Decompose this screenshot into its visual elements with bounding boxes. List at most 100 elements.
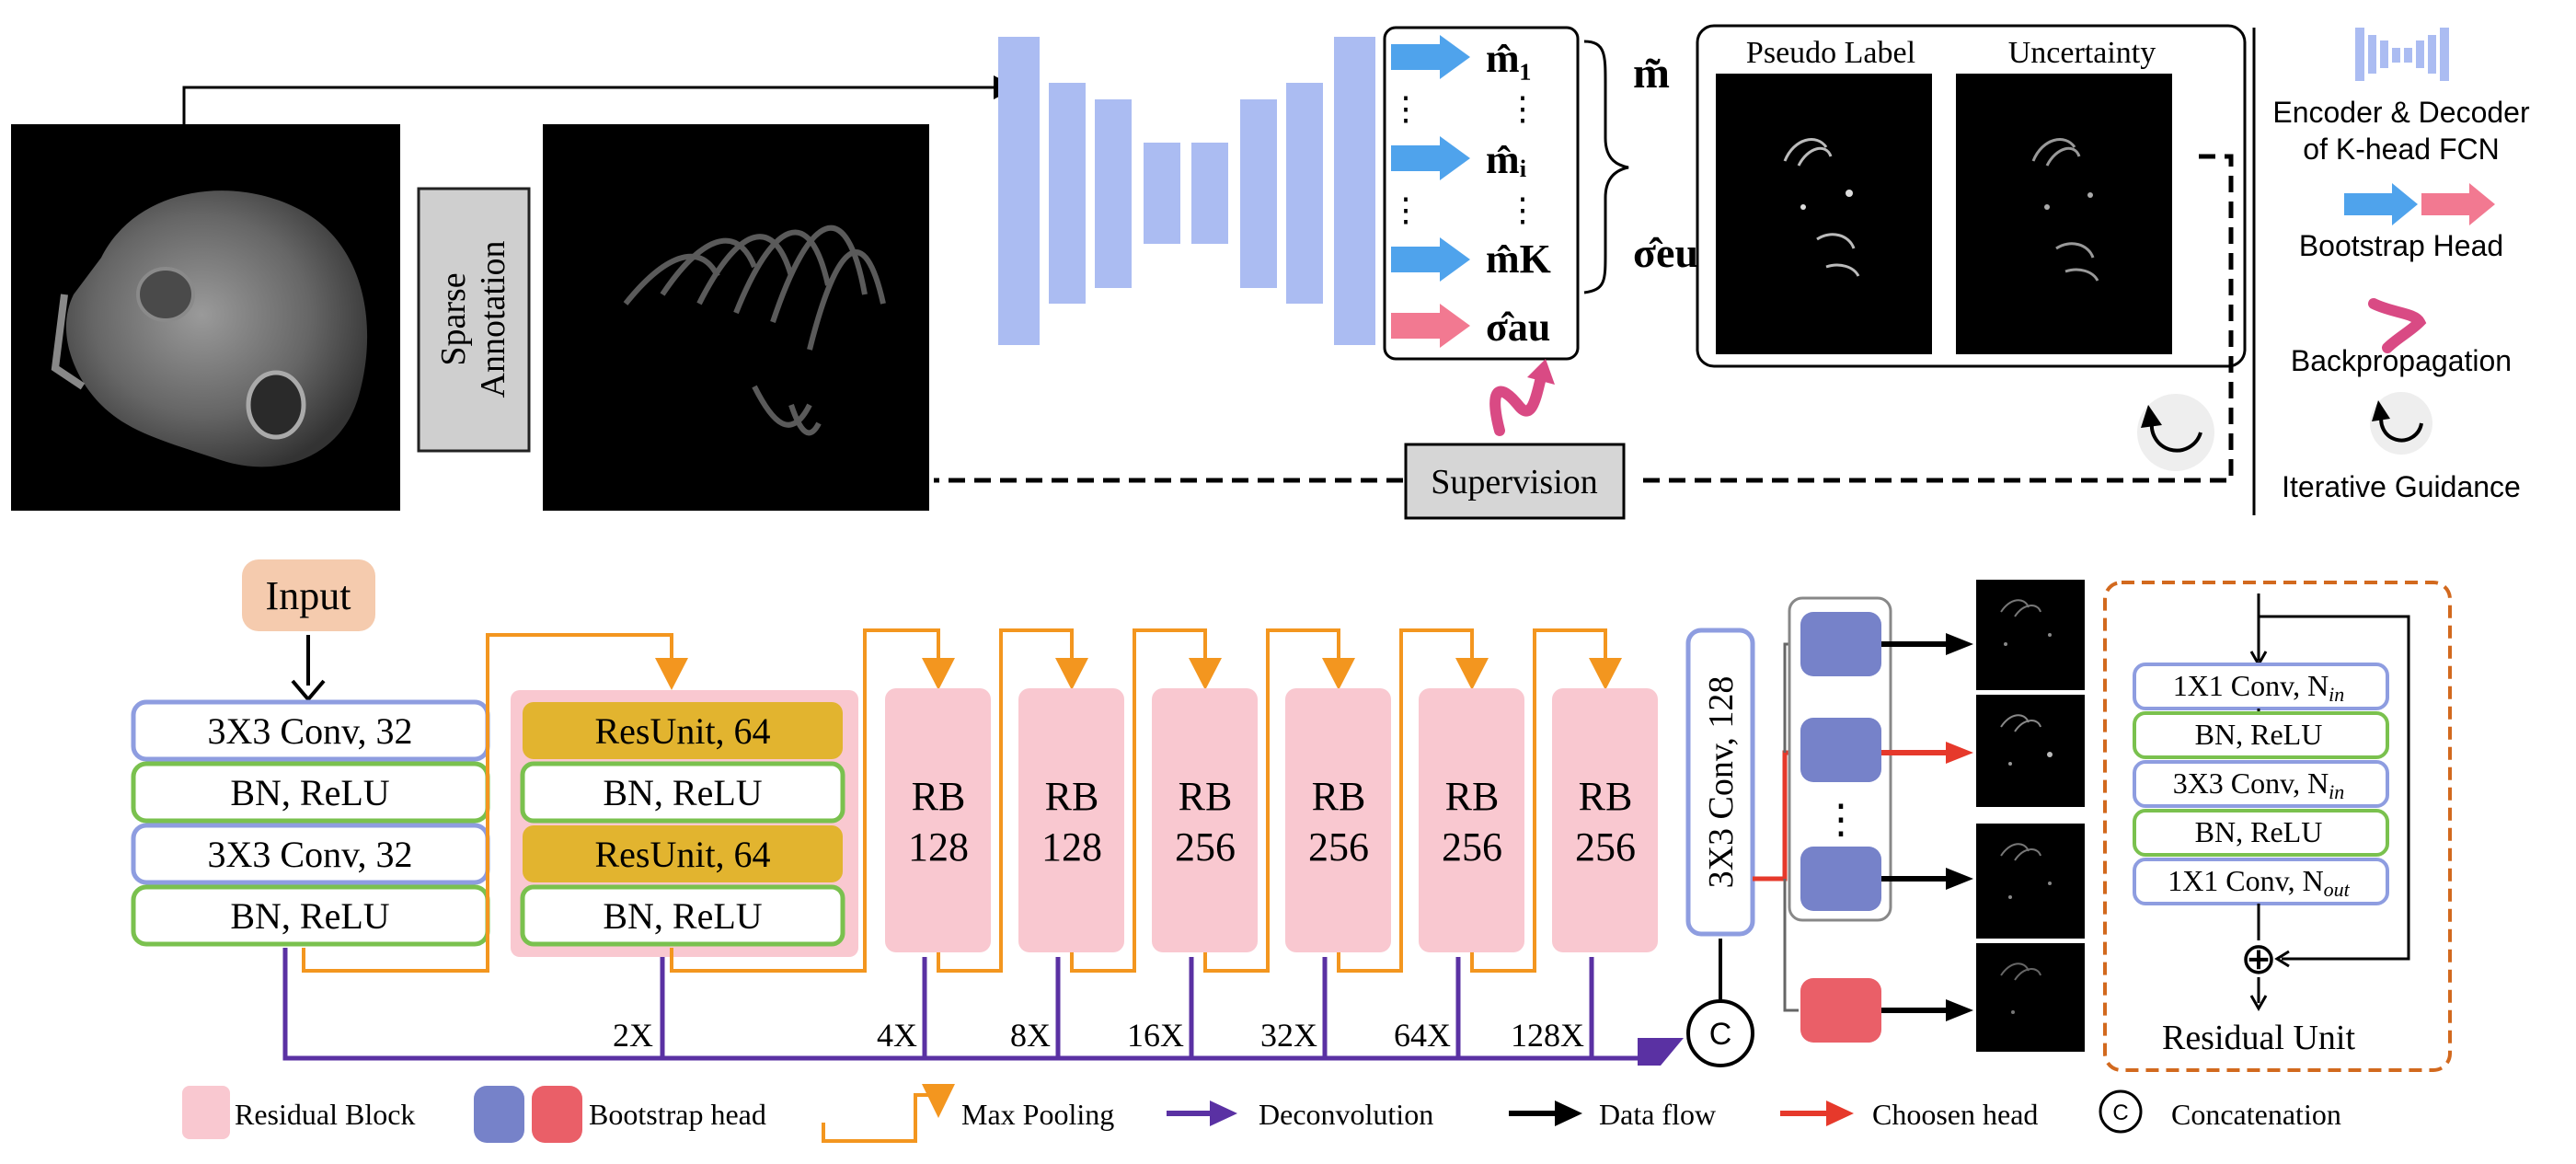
legend-bootstrap-head: Bootstrap Head: [2299, 229, 2503, 262]
concatenation-node: C: [1686, 999, 1754, 1067]
final-conv-label: 3X3 Conv, 128: [1702, 676, 1741, 889]
head-output-k: [1976, 824, 2085, 939]
rb-3-name: RB: [1179, 774, 1233, 819]
ru-title: Residual Unit: [2162, 1019, 2355, 1057]
supervision-label: Supervision: [1431, 463, 1598, 501]
legend-dataflow-arrow: [1555, 1101, 1582, 1126]
stem-bn1-label: BN, ReLU: [230, 772, 389, 813]
ru-bn1: BN, ReLU: [2195, 718, 2323, 751]
legend-residual-block-swatch: [182, 1086, 230, 1139]
head-output-images: [1976, 580, 2085, 1052]
input-to-encoder-arrow: [182, 75, 1017, 124]
legend-residual-block: Residual Block: [235, 1098, 415, 1131]
rb-5-name: RB: [1445, 774, 1500, 819]
legend-backpropagation: Backpropagation: [2291, 344, 2512, 377]
encoder-decoder-icon: [2355, 28, 2449, 81]
ru-conv1: 1X1 Conv, Nin: [2173, 669, 2345, 706]
legend-iterative-guidance: Iterative Guidance: [2282, 470, 2521, 503]
bootstrap-head-arrow-k: [1391, 237, 1470, 282]
sparse-annotation-label-line1: Sparse: [434, 272, 473, 365]
m1-label: m̂₁: [1486, 36, 1532, 81]
rb-4-ch: 256: [1308, 824, 1369, 870]
ru-conv1-text: 1X1 Conv, N: [2173, 669, 2329, 702]
scale-16x: 16X: [1127, 1017, 1184, 1054]
scale-2x: 2X: [613, 1017, 653, 1054]
rb-block-4: RB 256: [1285, 688, 1391, 952]
legend-bootstrap-head-text: Bootstrap head: [589, 1098, 766, 1131]
encoder-decoder: [998, 37, 1375, 345]
rb-6-ch: 256: [1575, 824, 1636, 870]
bootstrap-heads-group: ⋮: [1788, 596, 1892, 1043]
input-ct-image: [11, 124, 400, 511]
vdots-right-1: ⋮: [1506, 90, 1539, 127]
vdots-left-1: ⋮: [1389, 90, 1422, 127]
vdots-left-2: ⋮: [1389, 191, 1422, 228]
vdots-right-2: ⋮: [1506, 191, 1539, 228]
sparse-annotation-box: Sparse Annotation: [417, 187, 531, 453]
legend-max-pooling: Max Pooling: [961, 1098, 1114, 1131]
feedback-dashed-line: [934, 154, 2234, 483]
legend-concat-symbol: C: [2112, 1101, 2128, 1125]
legend-chosen-head: Choosen head: [1872, 1098, 2038, 1131]
scale-8x: 8X: [1010, 1017, 1051, 1054]
head-output-1: [1976, 580, 2085, 690]
residual-unit-box: 1X1 Conv, Nin BN, ReLU 3X3 Conv, Nin BN,…: [2103, 581, 2452, 1072]
legend-maxpool-line: [822, 1093, 938, 1143]
ru-conv3: 1X1 Conv, Nout: [2168, 864, 2350, 901]
ru-conv3-text: 1X1 Conv, N: [2168, 864, 2323, 897]
rb-block-6: RB 256: [1552, 688, 1658, 952]
bootstrap-head-arrow-1: [1391, 35, 1470, 79]
rb-block-5: RB 256: [1419, 688, 1524, 952]
legend-bootstrap-blue-swatch: [474, 1086, 524, 1143]
pseudo-label-panel: Pseudo Label Uncertainty: [1696, 24, 2247, 368]
resunit-group: ResUnit, 64 BN, ReLU ResUnit, 64 BN, ReL…: [511, 690, 858, 957]
sparse-annotation-label-line2: Annotation: [474, 241, 512, 398]
scale-64x: 64X: [1394, 1017, 1451, 1054]
resunit-bn2-label: BN, ReLU: [603, 895, 762, 937]
legend-bootstrap-blue-arrow: [2344, 183, 2418, 225]
legend-bootstrap-pink-arrow: [2421, 183, 2495, 225]
head-output-arrows: [1881, 633, 1973, 1021]
max-pool-connectors: [302, 628, 1607, 973]
iterative-guidance-icon: [2137, 394, 2214, 471]
scale-4x: 4X: [877, 1017, 917, 1054]
scale-128x: 128X: [1511, 1017, 1584, 1054]
m-tilde-label: m̃: [1633, 49, 1670, 98]
backpropagation-arrow: [1489, 359, 1555, 436]
ru-conv2-text: 3X3 Conv, N: [2173, 766, 2329, 800]
sigma-au-label: σ̂au: [1486, 305, 1550, 350]
ru-conv3-sub: out: [2324, 878, 2351, 901]
pseudo-label-image: [1716, 74, 1932, 354]
rb-block-3: RB 256: [1152, 688, 1258, 952]
heads-brace: m̃ σ̂eu: [1583, 40, 1698, 294]
legend-deconvolution: Deconvolution: [1259, 1098, 1433, 1131]
input-label: Input: [266, 573, 351, 618]
pseudo-label-title: Pseudo Label: [1746, 36, 1915, 70]
resunit1-label: ResUnit, 64: [594, 710, 770, 752]
legend-concatenation: Concatenation: [2171, 1098, 2341, 1131]
head-2: [1800, 718, 1881, 782]
final-conv-block: 3X3 Conv, 128: [1685, 628, 1755, 937]
head-output-2: [1976, 695, 2085, 807]
heads-box: ⋮ ⋮ m̂₁ ⋮ m̂ᵢ ⋮ m̂K σ̂au: [1383, 26, 1580, 361]
legend-bootstrap-red-swatch: [532, 1086, 582, 1143]
ru-bn2: BN, ReLU: [2195, 815, 2323, 848]
ru-conv2-sub: in: [2329, 780, 2344, 803]
max-pool-arrowheads: [655, 658, 1622, 690]
ru-conv1-sub: in: [2329, 683, 2344, 706]
uncertainty-title: Uncertainty: [2008, 36, 2156, 70]
stem-conv1-label: 3X3 Conv, 32: [208, 710, 413, 752]
mk-label: m̂K: [1486, 236, 1551, 282]
rb-3-ch: 256: [1175, 824, 1236, 870]
legend-maxpool-arrow: [922, 1084, 955, 1118]
rb-blocks: RB 128 RB 128 RB 256 RB 256 RB 256 RB 25…: [885, 688, 1658, 952]
legend-encoder-decoder-line2: of K-head FCN: [2303, 133, 2499, 166]
scale-labels: 2X 4X 8X 16X 32X 64X 128X: [613, 1017, 1584, 1054]
legend-backprop-icon: [2368, 298, 2427, 353]
concat-symbol: C: [1709, 1017, 1732, 1052]
stem-bn2-label: BN, ReLU: [230, 895, 389, 937]
ru-plus: ⊕: [2240, 935, 2277, 984]
legend-iterative-icon: [2370, 392, 2432, 455]
ru-conv2: 3X3 Conv, Nin: [2173, 766, 2345, 803]
rb-2-ch: 128: [1041, 824, 1102, 870]
